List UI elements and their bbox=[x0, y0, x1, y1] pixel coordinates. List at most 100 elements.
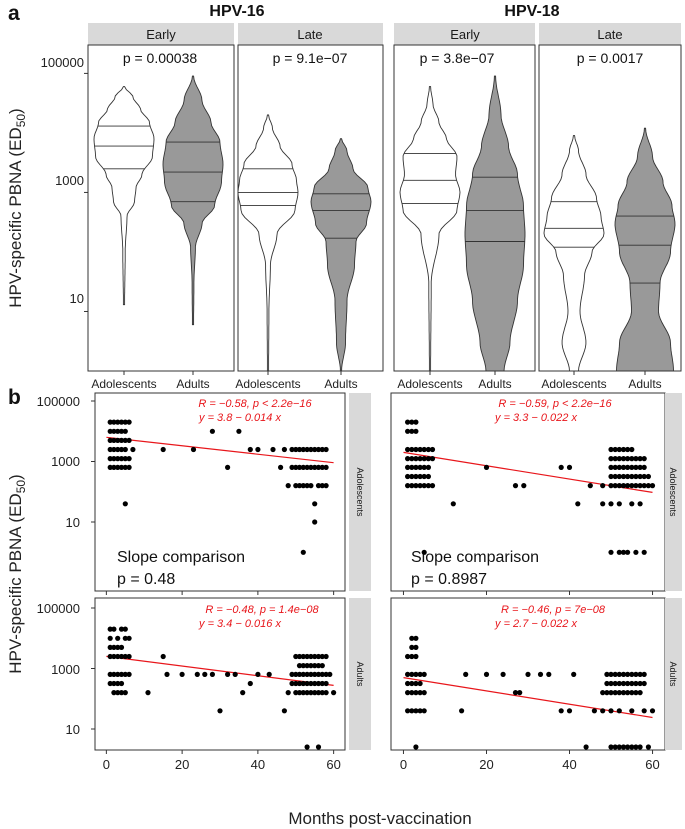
data-point-b-2-34 bbox=[164, 671, 170, 678]
data-point-b-2-59 bbox=[296, 653, 303, 660]
data-point-b-2-69 bbox=[304, 663, 310, 669]
data-point-b-3-46 bbox=[620, 690, 627, 696]
data-point-b-2-24 bbox=[107, 680, 113, 687]
regression-line-b-2 bbox=[106, 655, 334, 686]
data-point-b-0-18 bbox=[111, 446, 117, 453]
data-point-b-2-40 bbox=[225, 671, 231, 678]
data-point-b-0-60 bbox=[304, 464, 310, 470]
data-point-b-2-68 bbox=[300, 663, 306, 669]
strip-hpv16-early bbox=[88, 23, 234, 45]
data-point-b-2-92 bbox=[319, 690, 325, 696]
data-point-b-3-23 bbox=[413, 708, 419, 714]
data-point-b-3-42 bbox=[604, 690, 610, 696]
data-point-b-1-25 bbox=[425, 464, 431, 470]
data-point-b-2-44 bbox=[255, 671, 261, 678]
data-point-b-3-15 bbox=[417, 680, 423, 687]
data-point-b-2-51 bbox=[304, 671, 310, 678]
y-tick-label-b-top-100000: 100000 bbox=[37, 394, 80, 409]
data-point-b-3-27 bbox=[459, 708, 465, 714]
data-point-b-0-58 bbox=[296, 464, 303, 470]
x-category-hpv18-late-1: Adults bbox=[628, 377, 661, 391]
data-point-b-3-85 bbox=[645, 744, 652, 750]
data-point-b-3-79 bbox=[616, 744, 622, 750]
x-category-hpv16-early-0: Adolescents bbox=[91, 377, 156, 391]
data-point-b-2-15 bbox=[118, 653, 125, 660]
data-point-b-2-89 bbox=[308, 690, 314, 696]
data-point-b-3-24 bbox=[417, 708, 423, 714]
data-point-b-1-76 bbox=[620, 473, 627, 480]
data-point-b-2-60 bbox=[300, 653, 306, 660]
data-point-b-3-5 bbox=[409, 653, 415, 660]
data-point-b-1-56 bbox=[612, 456, 618, 462]
data-point-b-0-38 bbox=[209, 428, 215, 434]
data-point-b-0-70 bbox=[304, 483, 310, 489]
x-category-hpv16-late-1: Adults bbox=[324, 377, 357, 391]
data-point-b-0-21 bbox=[122, 446, 128, 453]
data-point-b-2-17 bbox=[126, 653, 132, 660]
data-point-b-1-45 bbox=[566, 464, 573, 470]
data-point-b-1-3 bbox=[405, 428, 411, 434]
data-point-b-0-11 bbox=[107, 437, 113, 443]
data-point-b-2-79 bbox=[308, 680, 314, 687]
data-point-b-0-75 bbox=[312, 501, 318, 507]
data-point-b-2-25 bbox=[111, 680, 117, 687]
data-point-b-3-41 bbox=[600, 690, 606, 696]
row-strip-b-1 bbox=[665, 393, 682, 591]
data-point-b-0-59 bbox=[300, 464, 306, 470]
data-point-b-2-80 bbox=[312, 680, 318, 687]
data-point-b-2-55 bbox=[319, 671, 325, 678]
data-point-b-2-77 bbox=[300, 680, 306, 687]
data-point-b-2-36 bbox=[194, 671, 200, 678]
data-point-b-2-18 bbox=[107, 671, 113, 678]
data-point-b-1-43 bbox=[521, 483, 527, 489]
data-point-b-0-66 bbox=[285, 483, 291, 489]
data-point-b-0-20 bbox=[118, 446, 125, 453]
data-point-b-3-11 bbox=[421, 671, 427, 678]
data-point-b-1-22 bbox=[413, 464, 419, 470]
data-point-b-3-30 bbox=[500, 671, 506, 678]
y-axis-title-b-sub: 50 bbox=[14, 480, 28, 494]
data-point-b-2-64 bbox=[315, 653, 322, 660]
data-point-b-1-66 bbox=[616, 464, 622, 470]
data-point-b-3-64 bbox=[616, 680, 622, 687]
data-point-b-1-37 bbox=[425, 483, 431, 489]
data-point-b-1-90 bbox=[637, 483, 643, 489]
data-point-b-3-18 bbox=[413, 690, 419, 696]
data-point-b-2-7 bbox=[126, 635, 132, 641]
data-point-b-2-81 bbox=[315, 680, 322, 687]
data-point-b-2-6 bbox=[122, 635, 128, 641]
data-point-b-1-53 bbox=[625, 446, 631, 453]
data-point-b-2-41 bbox=[232, 671, 238, 678]
panel-letter-b: b bbox=[8, 386, 21, 409]
data-point-b-1-48 bbox=[600, 483, 606, 489]
data-point-b-2-67 bbox=[296, 663, 303, 669]
data-point-b-1-92 bbox=[645, 483, 652, 489]
data-point-b-3-17 bbox=[409, 690, 415, 696]
strip-hpv18-late bbox=[539, 23, 681, 45]
data-point-b-1-16 bbox=[417, 456, 423, 462]
data-point-b-2-2 bbox=[118, 626, 125, 632]
data-point-b-0-53 bbox=[315, 446, 322, 453]
data-point-b-1-64 bbox=[608, 464, 614, 470]
y-axis-title-a-close: ) bbox=[6, 108, 25, 114]
y-tick-label-b-top-10: 10 bbox=[66, 515, 80, 530]
data-point-b-1-96 bbox=[616, 501, 622, 507]
data-point-b-2-45 bbox=[266, 671, 272, 678]
data-point-b-2-37 bbox=[202, 671, 208, 678]
x-axis-title-b: Months post-vaccination bbox=[288, 809, 471, 828]
regression-stats-b-2-line2: y = 3.4 − 0.016 x bbox=[198, 618, 281, 630]
data-point-b-0-51 bbox=[308, 446, 314, 453]
data-point-b-2-93 bbox=[323, 690, 329, 696]
data-point-b-3-70 bbox=[641, 680, 647, 687]
data-point-b-0-77 bbox=[300, 549, 306, 555]
data-point-b-0-6 bbox=[107, 428, 113, 434]
data-point-b-1-87 bbox=[625, 483, 631, 489]
data-point-b-0-33 bbox=[122, 464, 128, 470]
data-point-b-1-39 bbox=[421, 549, 427, 555]
data-point-b-0-3 bbox=[118, 419, 125, 425]
x-tick-label-b-3-0: 0 bbox=[400, 757, 407, 772]
data-point-b-1-1 bbox=[409, 419, 415, 425]
data-point-b-3-25 bbox=[421, 708, 427, 714]
data-point-b-0-34 bbox=[126, 464, 132, 470]
data-point-b-1-89 bbox=[633, 483, 639, 489]
